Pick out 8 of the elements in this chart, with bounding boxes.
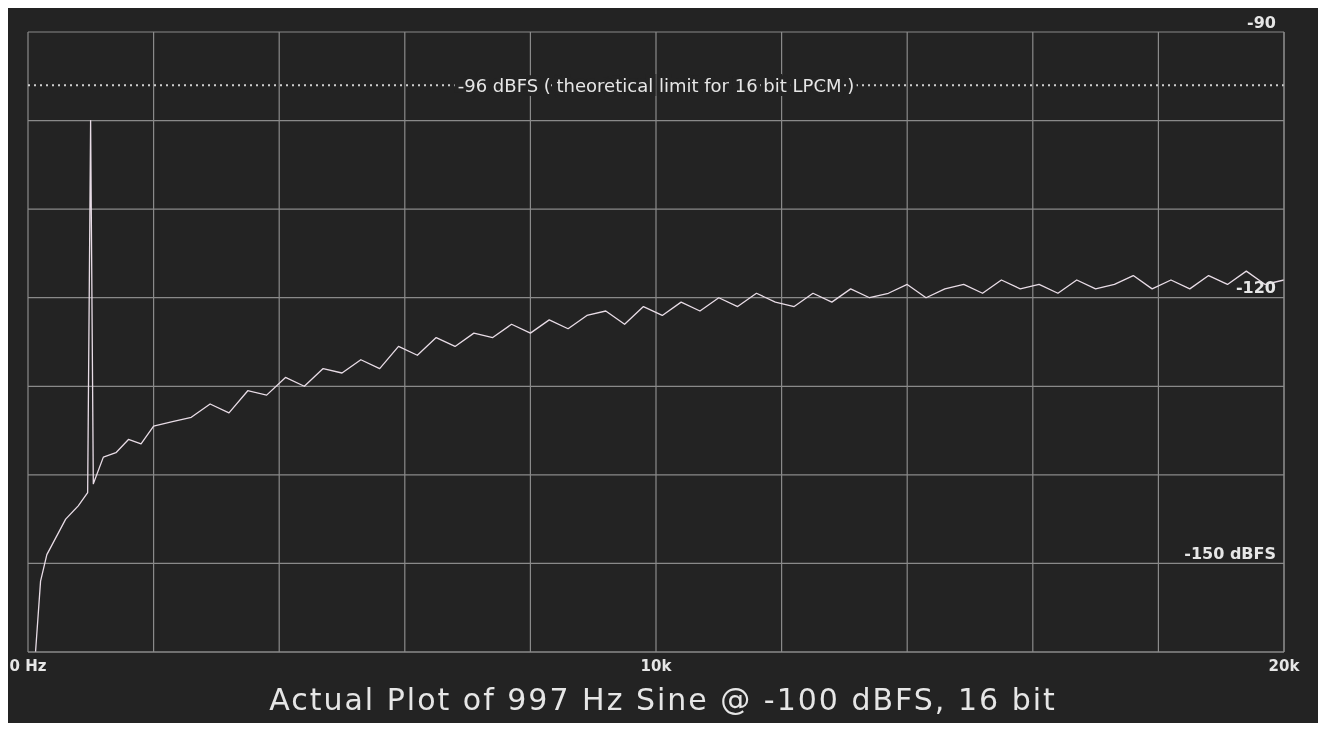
y-tick-label: -120: [1235, 278, 1276, 298]
ref-line-label: -96 dBFS ( theoretical limit for 16 bit LPCM ): [457, 74, 855, 96]
x-tick-label: 10k: [640, 656, 673, 675]
y-tick-label: -90: [1247, 12, 1276, 32]
x-tick-label: 20k: [1268, 656, 1301, 675]
text: Actual Plot of 997 Hz Sine @ -100 dBFS, 16 bit: [268, 682, 1058, 717]
y-tick-label: -150 dBFS: [1184, 544, 1276, 564]
x-tick-label: 0 Hz: [9, 656, 47, 675]
